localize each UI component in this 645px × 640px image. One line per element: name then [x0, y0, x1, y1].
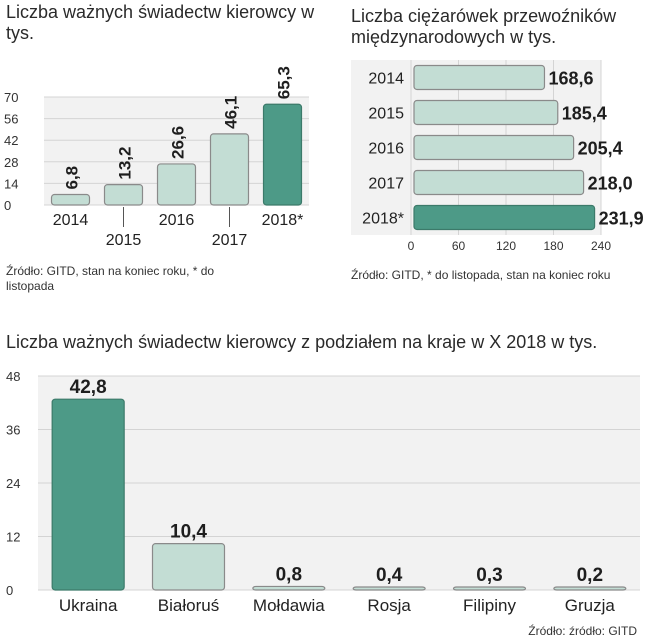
- chart3-bar-filipiny: [452, 586, 527, 591]
- chart3-x-label-gruzja: Gruzja: [565, 596, 616, 615]
- chart2-value-label: 231,9: [599, 209, 644, 229]
- chart3-value-label: 42,8: [70, 377, 107, 398]
- chart1-source: Źródło: GITD, stan na koniec roku, * do …: [6, 264, 215, 293]
- chart3-x-label-ukraina: Ukraina: [59, 596, 118, 615]
- chart1-y-tick-label: 42: [4, 133, 18, 148]
- chart1-x-label-2015: 2015: [106, 232, 142, 249]
- chart3-title: Liczba ważnych świadectw kierowcy z podz…: [6, 332, 598, 352]
- chart2-x-tick-label: 120: [496, 239, 516, 253]
- chart1-value-label: 26,6: [169, 126, 188, 159]
- chart1-y-tick-label: 14: [4, 176, 18, 191]
- chart1-value-label: 6,8: [63, 166, 82, 190]
- chart2-x-tick-label: 240: [591, 239, 611, 253]
- chart3-value-label: 10,4: [170, 522, 207, 543]
- chart3-bar-ukraina: [51, 398, 125, 591]
- chart3-value-label: 0,3: [476, 565, 502, 586]
- chart1-value-label: 13,2: [116, 147, 135, 180]
- chart1-bar-2017: [209, 133, 250, 206]
- chart2-value-label: 218,0: [588, 174, 633, 194]
- chart2-bar-2016: [413, 134, 575, 161]
- chart2-value-label: 205,4: [578, 139, 623, 159]
- chart3-value-label: 0,8: [276, 564, 302, 585]
- chart3-bar-gruzja: [553, 586, 627, 591]
- chart3-bar-bia-oru: [151, 543, 226, 591]
- chart3-x-label-filipiny: Filipiny: [463, 596, 516, 615]
- chart2-y-label-2014: 2014: [368, 71, 404, 88]
- chart3-value-label: 0,4: [376, 565, 403, 586]
- chart1-y-tick-label: 70: [4, 90, 18, 105]
- chart1-value-label: 65,3: [275, 66, 294, 99]
- chart3-y-tick-label: 0: [6, 583, 13, 598]
- chart2-value-label: 168,6: [548, 69, 593, 89]
- chart1-x-label-2016: 2016: [159, 212, 195, 229]
- chart3-bar-rosja: [352, 586, 426, 591]
- chart1-bar-2016: [156, 163, 197, 206]
- chart1-y-tick-label: 56: [4, 112, 18, 127]
- chart1-x-label-2017: 2017: [212, 232, 248, 249]
- chart3-value-label: 0,2: [577, 565, 603, 586]
- chart2-bar-2017: [413, 169, 585, 196]
- chart3-y-tick-label: 36: [6, 423, 20, 438]
- chart1-y-tick-label: 28: [4, 155, 18, 170]
- chart1-value-label: 46,1: [222, 96, 241, 129]
- chart2-source: Źródło: GITD, * do listopada, stan na ko…: [351, 268, 611, 282]
- chart2-y-label-2017: 2017: [368, 176, 404, 193]
- chart2-y-label-2018: 2018*: [362, 211, 404, 228]
- chart1-x-label-2018: 2018*: [262, 212, 304, 229]
- chart2-value-label: 185,4: [562, 104, 607, 124]
- chart3-x-label-bia-oru: Białoruś: [158, 596, 219, 615]
- chart2-x-tick-label: 180: [543, 239, 563, 253]
- chart2-y-label-2015: 2015: [368, 106, 404, 123]
- chart2-bar-2015: [413, 99, 559, 126]
- chart1-title: Liczba ważnych świadectw kierowcy w tys.: [6, 2, 315, 43]
- chart3-y-tick-label: 48: [6, 369, 20, 384]
- chart2-title: Liczba ciężarówek przewoźników międzynar…: [351, 6, 617, 47]
- chart2-y-label-2016: 2016: [368, 141, 404, 158]
- chart3-source: Źródło: źródło: GITD: [528, 624, 637, 638]
- chart2-bar-2018: [413, 204, 596, 231]
- chart3-x-label-rosja: Rosja: [367, 596, 411, 615]
- chart1-bar-2014: [50, 193, 91, 206]
- chart1-x-label-2014: 2014: [53, 212, 89, 229]
- chart3-x-label-mo-dawia: Mołdawia: [253, 596, 325, 615]
- chart3-y-tick-label: 24: [6, 476, 20, 491]
- chart1-bar-2018: [262, 103, 303, 206]
- chart3-bar-mo-dawia: [252, 585, 326, 591]
- chart1-y-tick-label: 0: [4, 198, 11, 213]
- chart2-x-tick-label: 60: [452, 239, 466, 253]
- chart1-bar-2015: [103, 184, 144, 206]
- chart2-x-tick-label: 0: [408, 239, 415, 253]
- chart2-bar-2014: [413, 64, 546, 91]
- chart3-y-tick-label: 12: [6, 530, 20, 545]
